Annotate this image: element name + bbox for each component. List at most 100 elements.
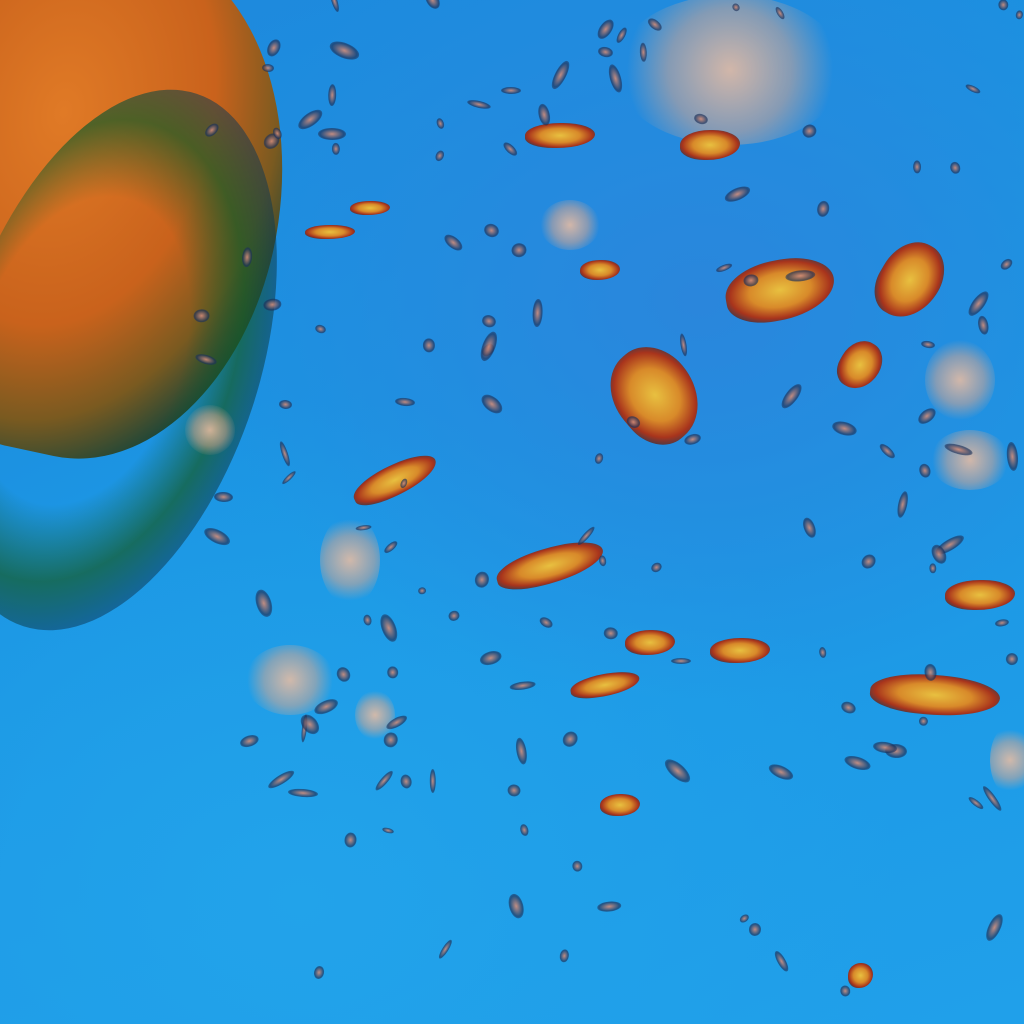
cloud-cluster — [710, 637, 770, 663]
cloud-speck — [482, 221, 502, 240]
cloud-cluster — [680, 130, 740, 160]
cloud-speck — [422, 0, 443, 12]
cloud-cluster — [625, 629, 675, 655]
cloud-speck — [313, 964, 326, 980]
cloud-speck — [559, 728, 581, 750]
cloud-speck — [328, 0, 342, 13]
cloud-speck — [964, 288, 992, 319]
cloud-speck — [831, 419, 859, 439]
cloud-speck — [201, 524, 233, 550]
cloud-speck — [748, 922, 762, 937]
cloud-speck — [532, 298, 544, 327]
cloud-speck — [982, 911, 1006, 943]
cloud-cluster — [864, 230, 956, 330]
cloud-speck — [264, 36, 284, 59]
cloud-speck — [649, 560, 664, 574]
cloud-speck — [381, 826, 395, 835]
cloud-speck — [281, 469, 298, 487]
thin-cloud-patch — [185, 405, 235, 455]
cloud-speck — [399, 773, 414, 790]
cloud-speck — [535, 103, 552, 127]
cloud-speck — [839, 985, 852, 998]
cloud-speck — [593, 451, 606, 466]
cloud-speck — [478, 390, 506, 417]
cloud-speck — [878, 441, 897, 460]
cloud-speck — [395, 397, 416, 408]
cloud-speck — [441, 232, 465, 254]
cloud-speck — [327, 83, 337, 106]
cloud-speck — [278, 399, 294, 410]
cloud-speck — [501, 140, 519, 158]
cloud-speck — [895, 490, 910, 520]
cloud-speck — [417, 586, 427, 596]
cloud-speck — [998, 256, 1015, 273]
cloud-cluster — [305, 225, 355, 239]
cloud-speck — [506, 783, 523, 799]
cloud-speck — [966, 794, 985, 811]
cloud-cluster — [568, 668, 642, 702]
cloud-speck — [327, 37, 362, 63]
cloud-speck — [537, 614, 555, 631]
cloud-speck — [976, 314, 990, 335]
cloud-speck — [817, 646, 827, 659]
cloud-speck — [722, 183, 752, 205]
cloud-speck — [387, 665, 399, 679]
cloud-speck — [872, 740, 898, 755]
cloud-speck — [800, 515, 819, 539]
cloud-speck — [929, 563, 937, 574]
cloud-speck — [549, 59, 573, 92]
cloud-speck — [994, 617, 1010, 628]
cloud-cluster — [600, 794, 640, 816]
cloud-speck — [506, 892, 527, 920]
cloud-cluster — [830, 333, 890, 397]
cloud-speck — [597, 554, 607, 567]
cloud-cluster — [847, 962, 873, 988]
cloud-speck — [639, 42, 647, 63]
cloud-speck — [382, 539, 399, 555]
cloud-speck — [314, 323, 327, 335]
cloud-speck — [473, 570, 491, 590]
cloud-speck — [571, 859, 584, 873]
cloud-speck — [446, 608, 462, 623]
cloud-speck — [435, 117, 446, 130]
cloud-speck — [948, 160, 962, 176]
cloud-speck — [376, 611, 401, 645]
cloud-cluster — [347, 447, 443, 513]
cloud-speck — [343, 831, 358, 848]
cloud-speck — [476, 329, 501, 364]
cloud-speck — [478, 648, 504, 668]
cloud-speck — [920, 339, 936, 350]
cloud-speck — [715, 262, 733, 274]
cloud-speck — [266, 767, 297, 791]
cloud-speck — [317, 127, 346, 140]
cloud-speck — [422, 338, 436, 352]
cloud-cluster — [525, 122, 595, 148]
cloud-speck — [287, 788, 318, 799]
cloud-speck — [777, 381, 805, 412]
cloud-speck — [912, 160, 922, 174]
cloud-cluster — [492, 533, 608, 597]
cloud-cluster — [350, 201, 390, 215]
cloud-speck — [501, 86, 522, 95]
cloud-speck — [738, 913, 751, 925]
cloud-speck — [1014, 9, 1024, 20]
cloud-cluster — [580, 260, 620, 280]
cloud-speck — [596, 900, 622, 913]
cloud-speck — [430, 769, 437, 794]
cloud-speck — [603, 626, 619, 640]
cloud-speck — [373, 768, 396, 792]
cloud-speck — [661, 755, 695, 787]
cloud-speck — [816, 199, 831, 218]
cloud-speck — [679, 333, 689, 357]
cloud-speck — [518, 823, 530, 838]
cloud-speck — [334, 664, 354, 684]
cloud-speck — [842, 753, 872, 774]
cloud-speck — [839, 699, 857, 716]
cloud-speck — [596, 45, 614, 59]
cloud-speck — [480, 312, 498, 329]
cloud-speck — [964, 83, 983, 96]
cloud-speck — [433, 149, 446, 163]
cloud-speck — [858, 551, 879, 572]
cloud-cluster — [945, 580, 1015, 610]
